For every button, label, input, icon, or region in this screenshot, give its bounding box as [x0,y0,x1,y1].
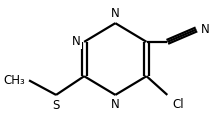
Text: N: N [111,7,120,20]
Text: N: N [111,98,120,111]
Text: CH₃: CH₃ [3,74,25,87]
Text: S: S [52,99,60,112]
Text: Cl: Cl [172,98,184,111]
Text: N: N [201,23,209,36]
Text: N: N [72,35,81,48]
